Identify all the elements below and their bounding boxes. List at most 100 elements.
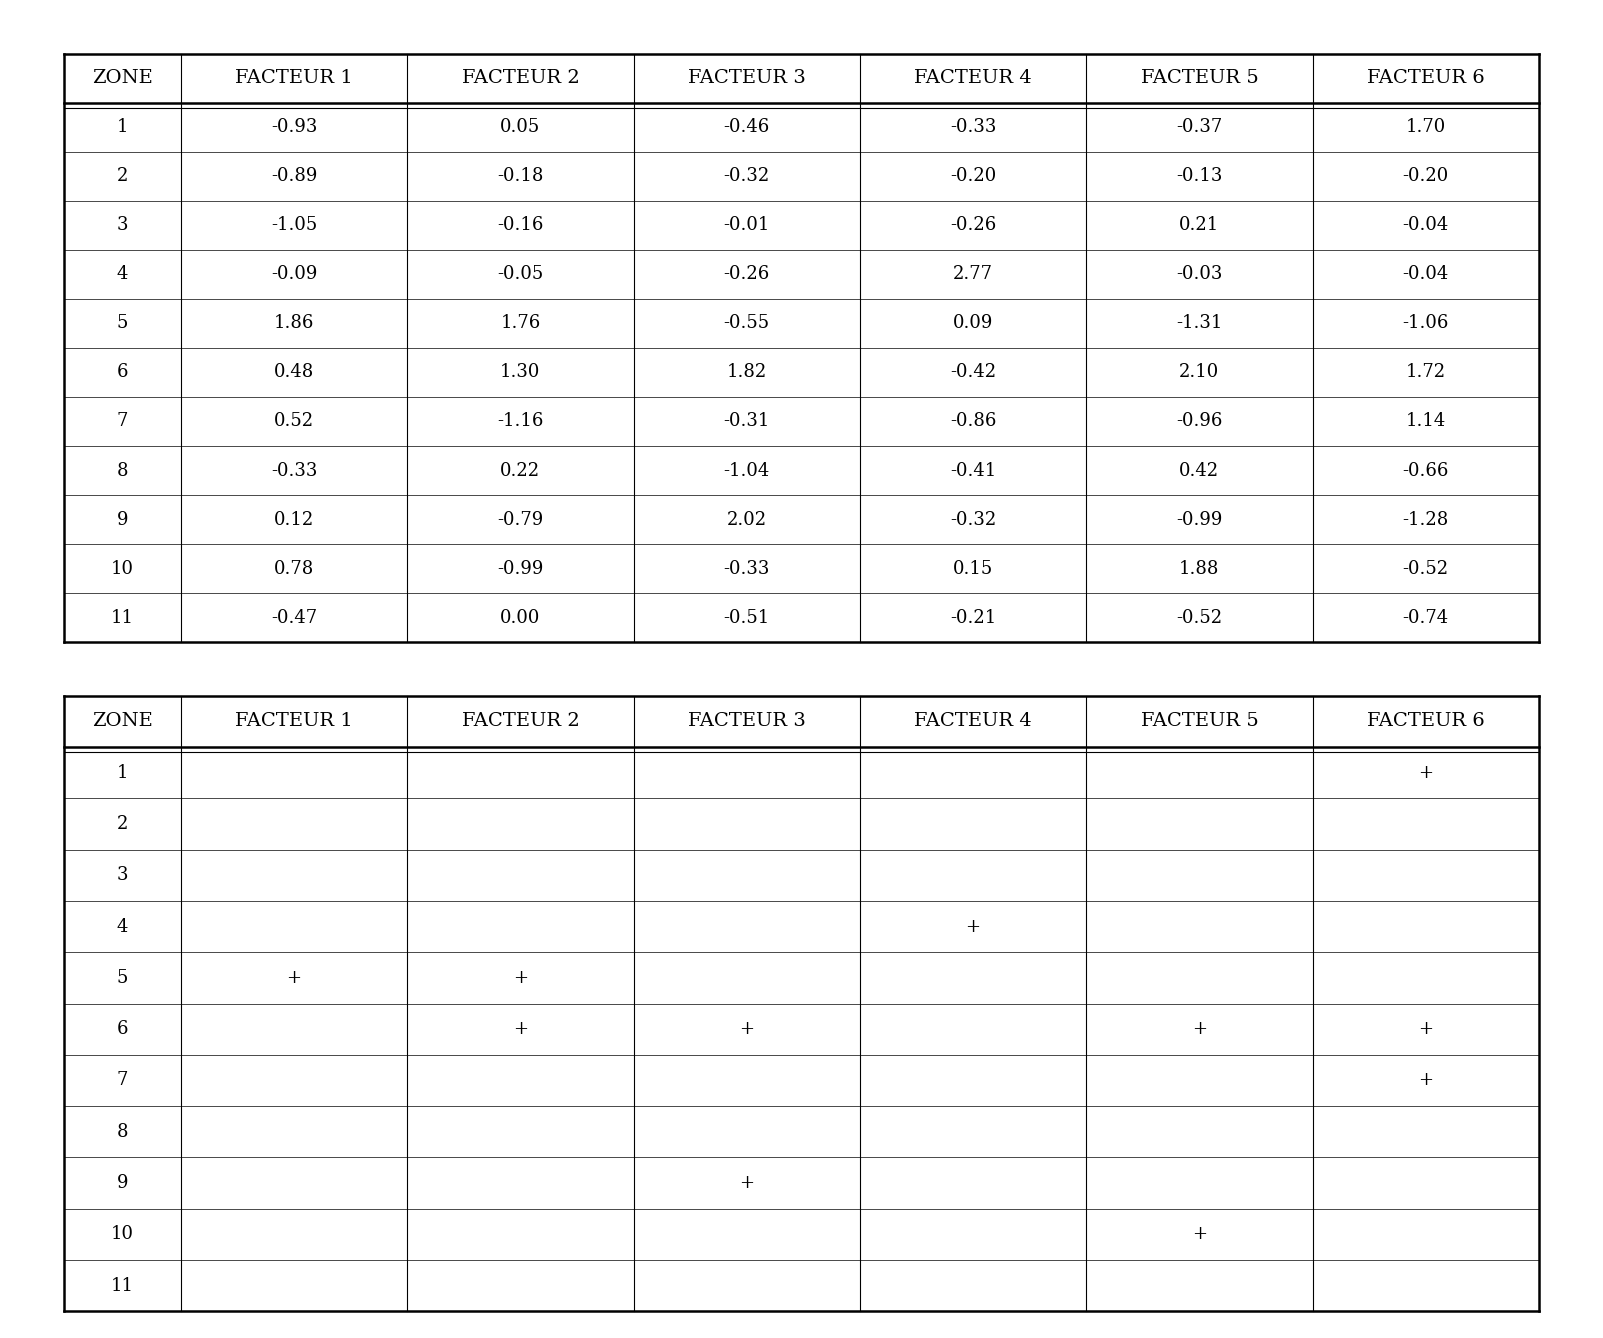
- Text: 0.15: 0.15: [952, 559, 994, 578]
- Text: -0.96: -0.96: [1177, 412, 1223, 431]
- Text: -0.47: -0.47: [271, 609, 317, 626]
- Text: 0.78: 0.78: [274, 559, 314, 578]
- Text: -0.93: -0.93: [271, 118, 317, 136]
- Text: FACTEUR 4: FACTEUR 4: [914, 70, 1032, 87]
- Text: -0.04: -0.04: [1403, 217, 1449, 234]
- Text: FACTEUR 4: FACTEUR 4: [914, 712, 1032, 731]
- Text: 5: 5: [117, 314, 128, 332]
- Text: -0.16: -0.16: [497, 217, 543, 234]
- Text: 2.02: 2.02: [726, 511, 766, 529]
- Text: 1.72: 1.72: [1406, 364, 1446, 381]
- Text: 0.00: 0.00: [500, 609, 540, 626]
- Text: FACTEUR 2: FACTEUR 2: [462, 70, 579, 87]
- Text: -1.31: -1.31: [1177, 314, 1223, 332]
- Text: 1.76: 1.76: [500, 314, 540, 332]
- Text: 1.82: 1.82: [726, 364, 766, 381]
- Text: FACTEUR 6: FACTEUR 6: [1367, 712, 1484, 731]
- Text: +: +: [1419, 1072, 1433, 1089]
- Text: 7: 7: [117, 412, 128, 431]
- Text: -0.04: -0.04: [1403, 265, 1449, 284]
- Text: -0.13: -0.13: [1177, 167, 1223, 185]
- Text: -0.52: -0.52: [1403, 559, 1449, 578]
- Text: -0.01: -0.01: [723, 217, 769, 234]
- Text: 4: 4: [117, 265, 128, 284]
- Text: -0.31: -0.31: [723, 412, 769, 431]
- Text: -0.33: -0.33: [723, 559, 769, 578]
- Text: -0.21: -0.21: [951, 609, 995, 626]
- Text: -1.28: -1.28: [1403, 511, 1449, 529]
- Text: +: +: [287, 969, 301, 987]
- Text: -0.09: -0.09: [271, 265, 317, 284]
- Text: -0.52: -0.52: [1177, 609, 1223, 626]
- Text: 0.22: 0.22: [500, 462, 540, 479]
- Text: 11: 11: [111, 609, 135, 626]
- Text: ZONE: ZONE: [91, 70, 152, 87]
- Text: -0.20: -0.20: [1403, 167, 1449, 185]
- Text: 2: 2: [117, 815, 128, 834]
- Text: 0.48: 0.48: [274, 364, 314, 381]
- Text: -1.16: -1.16: [497, 412, 543, 431]
- Text: -0.05: -0.05: [497, 265, 543, 284]
- Text: FACTEUR 6: FACTEUR 6: [1367, 70, 1484, 87]
- Text: 6: 6: [117, 364, 128, 381]
- Text: -1.06: -1.06: [1403, 314, 1449, 332]
- Text: 1.14: 1.14: [1406, 412, 1446, 431]
- Text: -0.33: -0.33: [951, 118, 995, 136]
- Text: -0.20: -0.20: [951, 167, 995, 185]
- Text: -0.26: -0.26: [951, 217, 995, 234]
- Text: +: +: [739, 1173, 755, 1192]
- Text: 0.21: 0.21: [1180, 217, 1220, 234]
- Text: -0.33: -0.33: [271, 462, 317, 479]
- Text: -0.51: -0.51: [723, 609, 769, 626]
- Text: 1: 1: [117, 118, 128, 136]
- Text: -0.18: -0.18: [497, 167, 543, 185]
- Text: -0.99: -0.99: [1177, 511, 1223, 529]
- Text: 2: 2: [117, 167, 128, 185]
- Text: FACTEUR 5: FACTEUR 5: [1140, 712, 1258, 731]
- Text: 0.05: 0.05: [500, 118, 540, 136]
- Text: 2.77: 2.77: [954, 265, 994, 284]
- Text: FACTEUR 5: FACTEUR 5: [1140, 70, 1258, 87]
- Text: 8: 8: [117, 1123, 128, 1141]
- Text: 2.10: 2.10: [1180, 364, 1220, 381]
- Text: 1.30: 1.30: [500, 364, 540, 381]
- Text: 7: 7: [117, 1072, 128, 1089]
- Text: FACTEUR 2: FACTEUR 2: [462, 712, 579, 731]
- Text: -0.42: -0.42: [951, 364, 995, 381]
- Text: FACTEUR 1: FACTEUR 1: [236, 70, 353, 87]
- Text: 3: 3: [117, 217, 128, 234]
- Text: 8: 8: [117, 462, 128, 479]
- Text: 5: 5: [117, 969, 128, 987]
- Text: 1.88: 1.88: [1180, 559, 1220, 578]
- Text: -0.32: -0.32: [951, 511, 995, 529]
- Text: -0.03: -0.03: [1177, 265, 1223, 284]
- Text: 1.86: 1.86: [274, 314, 314, 332]
- Text: -0.79: -0.79: [497, 511, 543, 529]
- Text: -0.89: -0.89: [271, 167, 317, 185]
- Text: 0.52: 0.52: [274, 412, 314, 431]
- Text: -0.37: -0.37: [1177, 118, 1223, 136]
- Text: -0.55: -0.55: [723, 314, 769, 332]
- Text: 1: 1: [117, 764, 128, 781]
- Text: FACTEUR 1: FACTEUR 1: [236, 712, 353, 731]
- Text: 1.70: 1.70: [1406, 118, 1446, 136]
- Text: -1.04: -1.04: [723, 462, 769, 479]
- Text: 0.42: 0.42: [1180, 462, 1220, 479]
- Text: 0.12: 0.12: [274, 511, 314, 529]
- Text: ZONE: ZONE: [91, 712, 152, 731]
- Text: 11: 11: [111, 1276, 135, 1295]
- Text: -0.86: -0.86: [951, 412, 995, 431]
- Text: +: +: [965, 918, 981, 935]
- Text: +: +: [513, 969, 527, 987]
- Text: -0.26: -0.26: [723, 265, 769, 284]
- Text: +: +: [1193, 1020, 1207, 1038]
- Text: -0.46: -0.46: [723, 118, 769, 136]
- Text: 9: 9: [117, 511, 128, 529]
- Text: 10: 10: [111, 559, 135, 578]
- Text: +: +: [1193, 1226, 1207, 1243]
- Text: +: +: [739, 1020, 755, 1038]
- Text: 3: 3: [117, 866, 128, 884]
- Text: 10: 10: [111, 1226, 135, 1243]
- Text: -0.66: -0.66: [1403, 462, 1449, 479]
- Text: -0.41: -0.41: [951, 462, 995, 479]
